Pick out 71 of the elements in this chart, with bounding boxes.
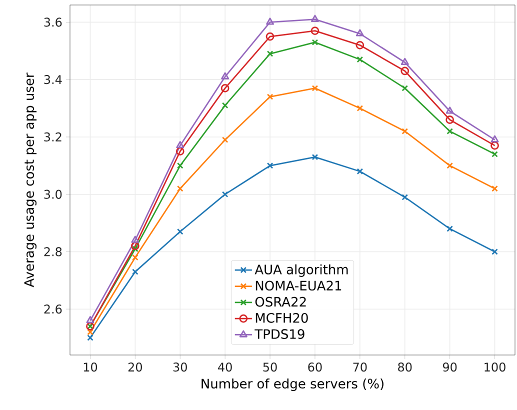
x-tick-label: 60 bbox=[308, 362, 322, 372]
point bbox=[402, 85, 408, 92]
y-tick-label: 2.6 bbox=[44, 304, 62, 314]
x-tick-label: 40 bbox=[218, 362, 232, 372]
point bbox=[87, 334, 94, 341]
y-tick-label: 3.6 bbox=[44, 18, 62, 27]
point bbox=[132, 254, 138, 261]
point bbox=[446, 226, 453, 232]
point bbox=[312, 85, 318, 92]
point bbox=[222, 102, 228, 109]
point bbox=[446, 106, 454, 114]
point bbox=[446, 128, 453, 134]
point bbox=[402, 194, 408, 200]
x-tick-label: 50 bbox=[263, 362, 277, 372]
point bbox=[356, 40, 364, 50]
point bbox=[492, 151, 498, 158]
legend-label: NOMA-EUA21 bbox=[256, 280, 342, 291]
point bbox=[266, 162, 274, 169]
x-tick-label: 30 bbox=[173, 362, 187, 372]
x-axis-title: Number of edge servers (%) bbox=[202, 378, 384, 392]
point bbox=[312, 39, 318, 46]
point bbox=[176, 141, 184, 148]
point bbox=[356, 168, 364, 175]
point bbox=[310, 14, 319, 22]
x-tick-label: 20 bbox=[128, 362, 142, 372]
point bbox=[312, 154, 318, 160]
point bbox=[490, 141, 499, 150]
point bbox=[130, 242, 140, 250]
point bbox=[176, 185, 184, 192]
point bbox=[222, 136, 228, 144]
legend-label: TPDS19 bbox=[254, 329, 304, 339]
y-tick-label: 2.8 bbox=[44, 247, 62, 256]
point bbox=[266, 18, 274, 25]
legend-label: AUA algorithm bbox=[254, 264, 348, 277]
point bbox=[132, 268, 138, 275]
point bbox=[400, 66, 410, 76]
x-tick-label: 90 bbox=[442, 362, 457, 372]
x-tick-label: 100 bbox=[484, 362, 506, 372]
point bbox=[492, 185, 498, 192]
y-tick-label: 3.0 bbox=[44, 190, 62, 199]
point bbox=[446, 162, 453, 169]
point bbox=[220, 84, 230, 92]
point bbox=[446, 116, 454, 124]
point bbox=[356, 29, 364, 36]
legend-label: OSRA22 bbox=[255, 296, 306, 307]
point bbox=[266, 32, 274, 41]
legend-label: MCFH20 bbox=[256, 313, 308, 323]
point bbox=[356, 105, 364, 112]
point bbox=[86, 316, 94, 324]
point bbox=[222, 191, 228, 198]
x-tick-label: 70 bbox=[353, 362, 367, 372]
point bbox=[132, 246, 138, 252]
point bbox=[266, 50, 274, 57]
y-axis-title: Average usage cost per app user bbox=[24, 72, 37, 288]
point bbox=[176, 147, 184, 156]
point bbox=[131, 236, 140, 243]
y-tick-label: 3.2 bbox=[44, 132, 62, 142]
point bbox=[221, 72, 230, 80]
point bbox=[490, 135, 499, 142]
y-tick-label: 3.4 bbox=[44, 75, 62, 84]
x-tick-label: 10 bbox=[84, 362, 98, 372]
point bbox=[266, 94, 274, 100]
point bbox=[87, 328, 94, 336]
point bbox=[492, 248, 498, 255]
point bbox=[400, 58, 409, 65]
point bbox=[176, 162, 184, 169]
x-tick-label: 80 bbox=[398, 362, 412, 372]
point bbox=[310, 26, 320, 36]
point bbox=[356, 56, 364, 63]
point bbox=[402, 128, 408, 134]
point bbox=[176, 228, 184, 235]
